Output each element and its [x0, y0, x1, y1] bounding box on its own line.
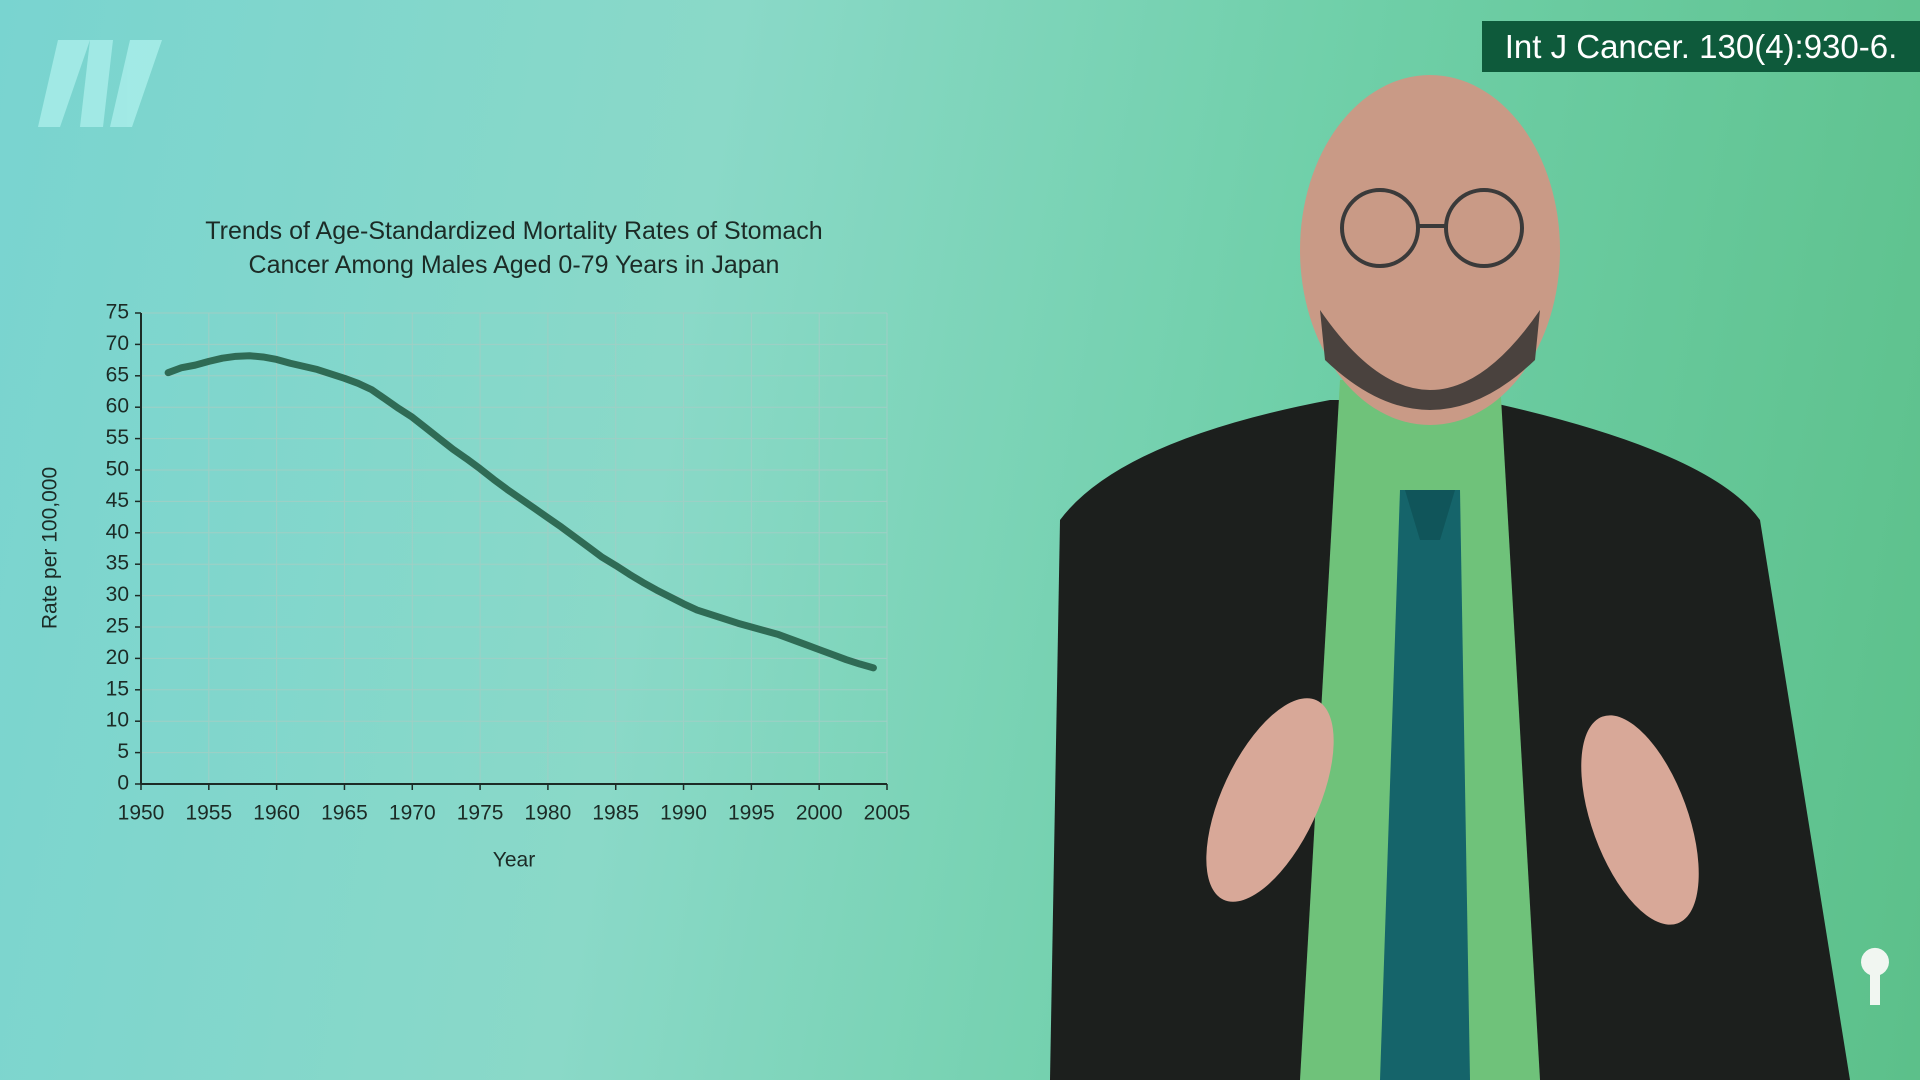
presenter — [1050, 75, 1890, 1080]
y-tick-label: 45 — [106, 489, 129, 512]
y-tick-label: 70 — [106, 332, 129, 355]
x-tick-label: 1975 — [457, 802, 504, 825]
x-tick-label: 1990 — [660, 802, 707, 825]
y-tick-label: 20 — [106, 646, 129, 669]
y-tick-label: 35 — [106, 552, 129, 575]
x-tick-label: 1970 — [389, 802, 436, 825]
data-line — [164, 352, 877, 672]
y-tick-label: 75 — [106, 301, 129, 324]
y-tick-label: 30 — [106, 583, 129, 606]
x-tick-label: 2000 — [796, 802, 843, 825]
y-tick-label: 25 — [106, 615, 129, 638]
x-tick-label: 1960 — [253, 802, 300, 825]
x-tick-label: 1985 — [592, 802, 639, 825]
y-tick-label: 15 — [106, 677, 129, 700]
x-tick-label: 1965 — [321, 802, 368, 825]
y-tick-label: 65 — [106, 363, 129, 386]
y-tick-label: 10 — [106, 709, 129, 732]
y-tick-label: 5 — [117, 740, 129, 763]
x-tick-label: 1995 — [728, 802, 775, 825]
x-tick-label: 2005 — [864, 802, 911, 825]
citation: Int J Cancer. 130(4):930-6. — [1482, 21, 1920, 72]
x-axis-label: Year — [493, 849, 535, 872]
logo — [38, 40, 162, 127]
y-tick-label: 55 — [106, 426, 129, 449]
x-tick-label: 1950 — [118, 802, 165, 825]
y-tick-label: 0 — [117, 772, 129, 795]
y-tick-label: 40 — [106, 520, 129, 543]
x-tick-label: 1955 — [185, 802, 232, 825]
y-axis-label: Rate per 100,000 — [39, 467, 62, 629]
chart-title: Trends of Age-Standardized Mortality Rat… — [205, 217, 823, 279]
y-tick-label: 60 — [106, 395, 129, 418]
x-tick-label: 1980 — [525, 802, 572, 825]
y-tick-label: 50 — [106, 458, 129, 481]
